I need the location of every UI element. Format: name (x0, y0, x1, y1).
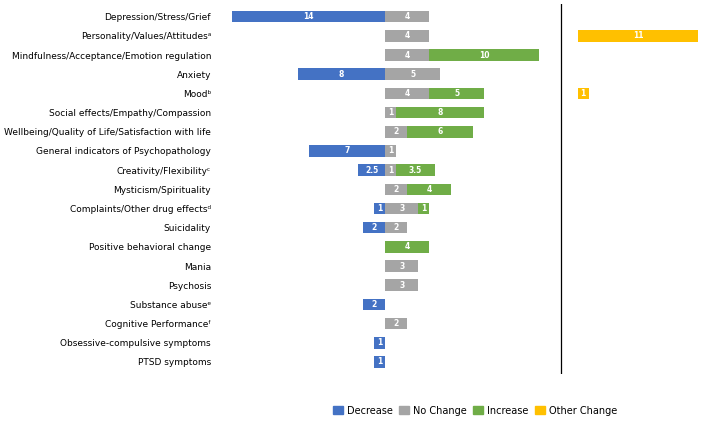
Text: 2: 2 (394, 223, 399, 232)
Bar (385, 69, 440, 80)
Text: 2.5: 2.5 (365, 166, 378, 174)
Text: 1: 1 (388, 108, 393, 117)
Bar (429, 88, 484, 99)
Text: 3.5: 3.5 (409, 166, 422, 174)
Text: 5: 5 (411, 70, 416, 79)
Bar (577, 30, 698, 41)
Bar (429, 49, 539, 61)
Text: 2: 2 (372, 223, 377, 232)
Bar (385, 241, 429, 253)
Bar (375, 337, 385, 348)
Bar (298, 69, 385, 80)
Text: 3: 3 (399, 204, 405, 213)
Bar (385, 30, 429, 41)
Bar (385, 222, 408, 234)
Bar (308, 145, 385, 157)
Bar (396, 107, 484, 118)
Text: 2: 2 (372, 300, 377, 309)
Bar (385, 88, 429, 99)
Text: 1: 1 (580, 89, 586, 98)
Text: 2: 2 (394, 127, 399, 136)
Text: 3: 3 (399, 281, 405, 290)
Text: 1: 1 (377, 338, 383, 347)
Bar (396, 164, 435, 176)
Bar (385, 279, 418, 291)
Text: 10: 10 (479, 51, 490, 60)
Text: 4: 4 (405, 12, 410, 21)
Text: 4: 4 (405, 51, 410, 60)
Text: 8: 8 (438, 108, 443, 117)
Text: 4: 4 (405, 89, 410, 98)
Bar (385, 126, 408, 138)
Bar (385, 145, 396, 157)
Text: 1: 1 (388, 146, 393, 155)
Text: 4: 4 (405, 243, 410, 251)
Bar (385, 203, 418, 214)
Text: 3: 3 (399, 262, 405, 271)
Text: 14: 14 (303, 12, 313, 21)
Bar (232, 11, 385, 22)
Text: 8: 8 (339, 70, 344, 79)
Text: 1: 1 (421, 204, 426, 213)
Bar (363, 222, 385, 234)
Bar (385, 11, 429, 22)
Text: 4: 4 (405, 31, 410, 40)
Bar (385, 107, 396, 118)
Bar (385, 49, 429, 61)
Text: 2: 2 (394, 319, 399, 328)
Bar (358, 164, 385, 176)
Bar (577, 88, 589, 99)
Text: 7: 7 (344, 146, 349, 155)
Bar (408, 126, 473, 138)
Bar (363, 299, 385, 310)
Text: 6: 6 (438, 127, 443, 136)
Legend: Decrease, No Change, Increase, Other Change: Decrease, No Change, Increase, Other Cha… (331, 404, 619, 418)
Bar (385, 318, 408, 329)
Bar (418, 203, 429, 214)
Text: 2: 2 (394, 185, 399, 194)
Text: 1: 1 (388, 166, 393, 174)
Text: 1: 1 (377, 204, 383, 213)
Bar (385, 183, 408, 195)
Bar (375, 356, 385, 368)
Text: 1: 1 (377, 357, 383, 367)
Bar (385, 260, 418, 272)
Bar (408, 183, 452, 195)
Text: 5: 5 (454, 89, 459, 98)
Bar (385, 164, 396, 176)
Bar (375, 203, 385, 214)
Text: 11: 11 (633, 31, 644, 40)
Text: 4: 4 (426, 185, 432, 194)
